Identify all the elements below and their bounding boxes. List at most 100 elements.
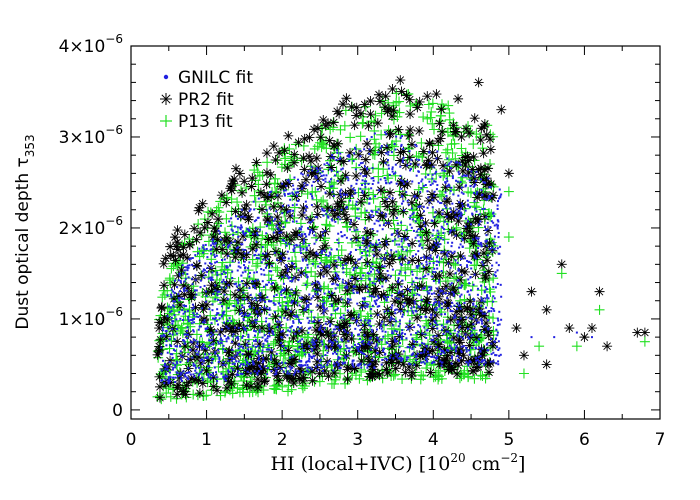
point-gnilc-1282 (183, 269, 186, 272)
point-gnilc-2407 (244, 270, 247, 273)
point-gnilc-997 (254, 253, 257, 256)
point-gnilc-825 (342, 271, 345, 274)
point-gnilc-1484 (230, 241, 233, 244)
point-gnilc-467 (445, 206, 448, 209)
point-gnilc-1161 (436, 241, 439, 244)
point-gnilc-188 (285, 302, 288, 305)
point-gnilc-889 (338, 329, 341, 332)
point-gnilc-1959 (165, 329, 168, 332)
point-gnilc-831 (240, 243, 243, 246)
point-gnilc-2051 (417, 330, 420, 333)
point-gnilc-2131 (480, 194, 483, 197)
point-gnilc-2210 (359, 319, 362, 322)
point-pr2-770 (363, 120, 374, 131)
point-gnilc-1584 (405, 191, 408, 194)
point-gnilc-1454 (177, 279, 180, 282)
point-gnilc-1404 (253, 339, 256, 342)
point-gnilc-519 (423, 351, 426, 354)
point-gnilc-1185 (214, 298, 217, 301)
point-gnilc-1448 (449, 266, 452, 269)
point-gnilc-2442 (241, 336, 244, 339)
point-gnilc-2334 (373, 355, 376, 358)
point-gnilc-2590 (448, 162, 451, 165)
point-gnilc-1662 (336, 171, 339, 174)
point-gnilc-2409 (189, 348, 192, 351)
point-gnilc-1149 (178, 274, 181, 277)
point-gnilc-661 (383, 310, 386, 313)
point-gnilc-337 (305, 235, 308, 238)
point-gnilc-830 (285, 263, 288, 266)
point-gnilc-2367 (205, 328, 208, 331)
point-gnilc-1311 (325, 345, 328, 348)
point-gnilc-1046 (342, 317, 345, 320)
point-gnilc-1751 (249, 208, 252, 211)
point-gnilc-1367 (364, 175, 367, 178)
point-gnilc-1246 (483, 325, 486, 328)
point-gnilc-2108 (212, 374, 215, 377)
point-gnilc-1512 (289, 280, 292, 283)
point-gnilc-745 (288, 372, 291, 375)
point-gnilc-1645 (216, 291, 219, 294)
point-gnilc-731 (268, 193, 271, 196)
point-gnilc-1495 (343, 361, 346, 364)
point-gnilc-868 (383, 257, 386, 260)
point-gnilc-2025 (323, 301, 326, 304)
point-gnilc-1848 (372, 248, 375, 251)
point-p13-821 (426, 106, 437, 117)
point-gnilc-907 (382, 335, 385, 338)
point-gnilc-2213 (185, 371, 188, 374)
point-gnilc-578 (391, 197, 394, 200)
point-p13-282 (435, 276, 446, 287)
point-gnilc-1634 (316, 304, 319, 307)
point-gnilc-761 (333, 208, 336, 211)
point-gnilc-665 (245, 364, 248, 367)
point-gnilc-1468 (478, 213, 481, 216)
point-gnilc-1178 (464, 257, 467, 260)
point-gnilc-1440 (222, 278, 225, 281)
point-gnilc-649 (324, 180, 327, 183)
point-gnilc-1486 (262, 356, 265, 359)
point-gnilc-698 (470, 335, 473, 338)
point-gnilc-2589 (394, 312, 397, 315)
point-gnilc-2443 (164, 372, 167, 375)
point-gnilc-1262 (322, 312, 325, 315)
point-gnilc-976 (306, 266, 309, 269)
point-gnilc-2325 (456, 321, 459, 324)
point-gnilc-1527 (348, 347, 351, 350)
point-gnilc-2344 (321, 170, 324, 173)
point-gnilc-2342 (451, 241, 454, 244)
point-gnilc-1206 (446, 157, 449, 160)
point-gnilc-1692 (326, 215, 329, 218)
point-gnilc-1529 (462, 337, 465, 340)
point-pr2-29 (346, 101, 357, 112)
point-gnilc-2390 (247, 314, 250, 317)
point-gnilc-2347 (291, 280, 294, 283)
point-gnilc-2328 (411, 213, 414, 216)
point-gnilc-2105 (485, 244, 488, 247)
point-gnilc-2168 (438, 279, 441, 282)
point-gnilc-190 (334, 339, 337, 342)
point-gnilc-489 (459, 164, 462, 167)
point-gnilc-2191 (444, 292, 447, 295)
point-gnilc-2311 (243, 369, 246, 372)
point-gnilc-2178 (435, 346, 438, 349)
point-gnilc-642 (286, 270, 289, 273)
point-gnilc-414 (342, 314, 345, 317)
point-pr2-785 (324, 135, 335, 146)
point-gnilc-122 (302, 240, 305, 243)
point-gnilc-484 (289, 210, 292, 213)
point-gnilc-2558 (363, 298, 366, 301)
point-gnilc-1566 (197, 316, 200, 319)
point-gnilc-371 (175, 360, 178, 363)
point-gnilc-1174 (264, 338, 267, 341)
point-gnilc-2018 (263, 334, 266, 337)
point-p13-999 (418, 112, 429, 123)
point-gnilc-1593 (263, 365, 266, 368)
point-gnilc-1875 (423, 362, 426, 365)
point-gnilc-2491 (218, 290, 221, 293)
point-pr2-839 (404, 152, 415, 163)
point-gnilc-1947 (416, 352, 419, 355)
point-gnilc-1190 (315, 339, 318, 342)
point-gnilc-108 (462, 345, 465, 348)
point-gnilc-604 (473, 298, 476, 301)
